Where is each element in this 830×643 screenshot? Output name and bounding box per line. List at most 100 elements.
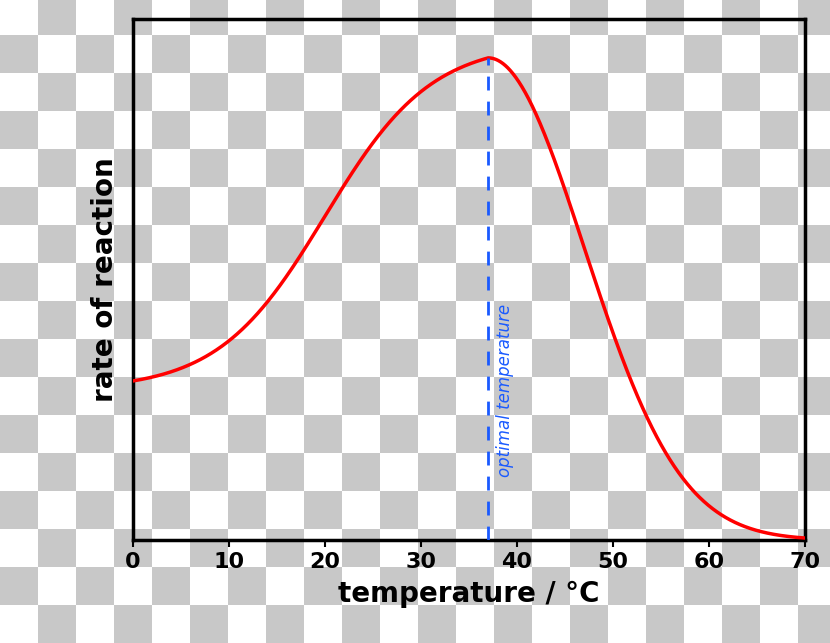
Bar — [456, 453, 494, 491]
Bar — [646, 301, 684, 339]
Bar — [76, 491, 114, 529]
Bar — [646, 187, 684, 225]
Bar — [760, 567, 798, 605]
Bar — [380, 415, 418, 453]
Bar — [152, 453, 190, 491]
Bar — [0, 301, 38, 339]
Bar — [608, 111, 646, 149]
Bar — [266, 0, 304, 35]
Bar — [228, 415, 266, 453]
Bar — [266, 529, 304, 567]
Bar — [684, 567, 722, 605]
Bar — [418, 605, 456, 643]
Bar — [456, 529, 494, 567]
Bar — [760, 529, 798, 567]
Bar — [494, 529, 532, 567]
Bar — [456, 225, 494, 263]
Bar — [190, 415, 228, 453]
Bar — [342, 605, 380, 643]
Bar — [798, 0, 830, 35]
Bar — [38, 339, 76, 377]
Bar — [532, 0, 570, 35]
Bar — [722, 149, 760, 187]
Bar — [342, 187, 380, 225]
Bar — [152, 111, 190, 149]
Bar — [684, 301, 722, 339]
Bar — [304, 225, 342, 263]
Bar — [0, 263, 38, 301]
Bar — [342, 339, 380, 377]
Bar — [456, 149, 494, 187]
Bar — [190, 529, 228, 567]
Bar — [722, 529, 760, 567]
Bar — [342, 149, 380, 187]
Bar — [494, 301, 532, 339]
Bar — [722, 301, 760, 339]
Bar — [0, 415, 38, 453]
Bar — [494, 35, 532, 73]
Bar — [532, 187, 570, 225]
Bar — [570, 301, 608, 339]
Bar — [646, 377, 684, 415]
Bar — [608, 567, 646, 605]
Bar — [798, 187, 830, 225]
Bar — [722, 187, 760, 225]
Bar — [380, 187, 418, 225]
Y-axis label: rate of reaction: rate of reaction — [91, 158, 119, 402]
Bar — [494, 73, 532, 111]
Bar — [0, 35, 38, 73]
Bar — [152, 263, 190, 301]
Bar — [0, 187, 38, 225]
Bar — [608, 35, 646, 73]
Bar — [380, 149, 418, 187]
Bar — [570, 491, 608, 529]
Bar — [228, 377, 266, 415]
Bar — [608, 339, 646, 377]
Bar — [38, 187, 76, 225]
Bar — [456, 73, 494, 111]
Bar — [380, 35, 418, 73]
Bar — [114, 187, 152, 225]
Bar — [342, 453, 380, 491]
Bar — [684, 491, 722, 529]
Bar — [304, 301, 342, 339]
Bar — [380, 377, 418, 415]
Bar — [380, 529, 418, 567]
Bar — [646, 529, 684, 567]
Bar — [760, 149, 798, 187]
Bar — [418, 35, 456, 73]
Bar — [76, 111, 114, 149]
Bar — [228, 35, 266, 73]
Bar — [0, 339, 38, 377]
Bar — [76, 149, 114, 187]
Bar — [266, 73, 304, 111]
Bar — [266, 263, 304, 301]
Bar — [266, 301, 304, 339]
Bar — [114, 529, 152, 567]
Bar — [0, 491, 38, 529]
Bar — [114, 73, 152, 111]
Text: optimal temperature: optimal temperature — [496, 304, 514, 477]
Bar — [76, 0, 114, 35]
Bar — [570, 187, 608, 225]
Bar — [722, 111, 760, 149]
Bar — [532, 529, 570, 567]
Bar — [722, 415, 760, 453]
Bar — [38, 567, 76, 605]
Bar — [760, 453, 798, 491]
Bar — [190, 149, 228, 187]
Bar — [532, 73, 570, 111]
Bar — [418, 415, 456, 453]
Bar — [608, 529, 646, 567]
Bar — [494, 605, 532, 643]
Bar — [418, 453, 456, 491]
Bar — [684, 73, 722, 111]
Bar — [760, 0, 798, 35]
Bar — [152, 35, 190, 73]
Bar — [456, 263, 494, 301]
Bar — [798, 35, 830, 73]
Bar — [304, 453, 342, 491]
Bar — [722, 339, 760, 377]
Bar — [0, 225, 38, 263]
Bar — [228, 187, 266, 225]
